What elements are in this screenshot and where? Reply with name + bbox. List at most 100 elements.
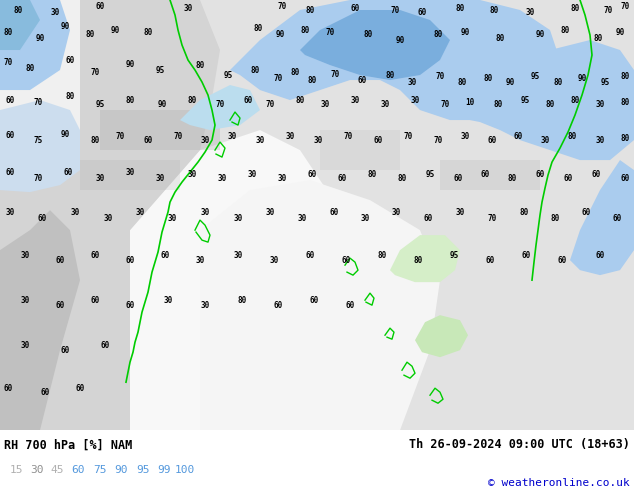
Text: 95: 95 [95,99,105,109]
Text: 30: 30 [247,170,257,178]
Text: 70: 70 [488,214,496,222]
Text: 30: 30 [266,208,275,217]
Text: 30: 30 [391,208,401,217]
Text: 90: 90 [114,465,127,475]
Text: 30: 30 [183,3,193,13]
Text: 60: 60 [143,136,153,145]
Text: 30: 30 [103,214,113,222]
Text: 70: 70 [441,99,450,109]
Text: 60: 60 [337,173,347,183]
Text: 80: 80 [367,170,377,178]
Text: 70: 70 [115,132,125,141]
Text: 80: 80 [3,27,13,37]
Text: 30: 30 [20,250,30,260]
Text: 95: 95 [531,72,540,80]
Text: 80: 80 [507,173,517,183]
Text: 60: 60 [424,214,432,222]
Text: 90: 90 [396,35,404,45]
Text: 80: 80 [567,132,577,141]
Text: 60: 60 [5,168,15,176]
Text: 60: 60 [55,256,65,265]
Text: 60: 60 [65,55,75,65]
Text: 60: 60 [63,168,73,176]
Text: 80: 80 [307,75,316,85]
Text: 30: 30 [188,170,197,178]
Text: 80: 80 [237,295,247,305]
Text: 30: 30 [20,295,30,305]
Polygon shape [390,235,460,282]
Text: 80: 80 [86,29,94,39]
Text: 30: 30 [5,208,15,217]
Text: 90: 90 [126,59,134,69]
Text: 10: 10 [465,98,475,106]
Text: 70: 70 [344,132,353,141]
Text: 60: 60 [95,1,105,10]
Text: 30: 30 [30,465,44,475]
Text: 80: 80 [457,77,467,87]
Text: 30: 30 [595,99,605,109]
Text: 80: 80 [489,5,498,15]
Text: 60: 60 [373,136,383,145]
Text: 30: 30 [50,7,60,17]
Text: 95: 95 [450,250,458,260]
Text: 60: 60 [514,132,522,141]
Text: 30: 30 [233,250,243,260]
Text: 60: 60 [595,250,605,260]
Text: 80: 80 [385,71,394,79]
Text: 80: 80 [188,96,197,104]
Text: 70: 70 [278,1,287,10]
Text: 70: 70 [173,132,183,141]
Text: 80: 80 [306,5,314,15]
Text: 80: 80 [13,5,23,15]
Polygon shape [130,130,360,430]
Text: 60: 60 [306,250,314,260]
Text: 60: 60 [126,256,134,265]
Text: 80: 80 [550,214,560,222]
Text: 60: 60 [581,208,591,217]
Text: 70: 70 [403,132,413,141]
Text: 70: 70 [34,98,42,106]
Text: 70: 70 [3,57,13,67]
Bar [100,110,220,150]
Text: 80: 80 [65,92,75,100]
Text: 60: 60 [592,170,600,178]
Text: 80: 80 [593,33,603,43]
Text: 90: 90 [578,74,586,82]
Text: 30: 30 [460,132,470,141]
Text: 30: 30 [285,132,295,141]
Text: 70: 70 [330,70,340,78]
Text: 30: 30 [297,214,307,222]
Text: 60: 60 [341,256,351,265]
Text: 60: 60 [71,465,85,475]
Text: 30: 30 [126,168,134,176]
Text: 30: 30 [595,136,605,145]
Text: 60: 60 [417,7,427,17]
Text: 80: 80 [254,24,262,32]
Text: 45: 45 [50,465,64,475]
Text: 60: 60 [481,170,489,178]
Polygon shape [180,85,260,130]
Polygon shape [0,100,80,192]
Text: 80: 80 [545,99,555,109]
Text: 80: 80 [519,208,529,217]
Text: 90: 90 [460,27,470,37]
Text: 60: 60 [621,173,630,183]
Text: 60: 60 [557,256,567,265]
Text: 30: 30 [200,136,210,145]
Text: 30: 30 [217,173,226,183]
Text: 70: 70 [436,72,444,80]
Text: 60: 60 [160,250,170,260]
Text: 70: 70 [91,68,100,76]
Text: 80: 80 [493,99,503,109]
Text: RH 700 hPa [%] NAM: RH 700 hPa [%] NAM [4,438,133,451]
Text: 90: 90 [110,25,120,34]
Text: 60: 60 [488,136,496,145]
Text: 60: 60 [330,208,339,217]
Text: 95: 95 [521,96,529,104]
Text: 80: 80 [250,66,260,74]
Text: 70: 70 [325,27,335,37]
Text: 60: 60 [612,214,621,222]
Text: 70: 70 [266,99,275,109]
Text: 80: 80 [377,250,387,260]
Text: 60: 60 [126,301,134,310]
